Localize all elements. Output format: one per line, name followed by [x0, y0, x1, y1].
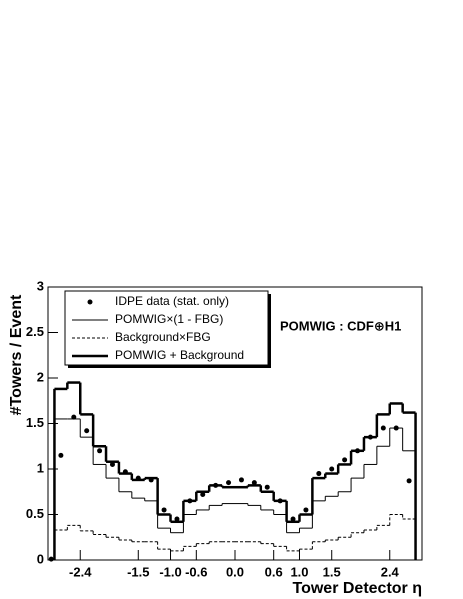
legend-marker: [87, 299, 93, 305]
data-point: [329, 466, 335, 472]
y-tick-label: 1: [37, 460, 44, 475]
data-point: [58, 452, 64, 458]
data-point: [342, 457, 348, 463]
x-tick-label: 1.5: [323, 564, 341, 579]
data-point: [264, 484, 270, 490]
x-tick-label: 0.0: [226, 564, 244, 579]
data-point: [84, 428, 90, 434]
data-point: [148, 477, 154, 483]
y-tick-label: 3: [37, 278, 44, 293]
x-tick-label: 0.6: [265, 564, 283, 579]
y-tick-label: 2.5: [26, 324, 44, 339]
data-point: [48, 556, 54, 562]
x-tick-label: -0.6: [185, 564, 207, 579]
data-point: [380, 425, 386, 431]
x-tick-label: 1.0: [290, 564, 308, 579]
x-axis-label: Tower Detector η: [293, 580, 423, 597]
data-point: [226, 480, 232, 486]
x-tick-label: -1.5: [127, 564, 149, 579]
x-tick-label: -2.4: [69, 564, 92, 579]
y-tick-label: 0: [37, 551, 44, 566]
x-tick-label: 2.4: [381, 564, 400, 579]
annotation: POMWIG : CDF⊕H1: [280, 318, 401, 333]
data-point: [135, 475, 141, 481]
data-point: [187, 498, 193, 504]
legend-label: Background×FBG: [115, 330, 211, 344]
y-tick-label: 2: [37, 369, 44, 384]
x-tick-label: -1.0: [159, 564, 181, 579]
data-point: [251, 480, 257, 486]
y-tick-label: 0.5: [26, 506, 44, 521]
data-point: [367, 434, 373, 440]
data-point: [213, 482, 219, 488]
data-point: [393, 425, 399, 431]
data-point: [290, 516, 296, 522]
data-point: [355, 448, 361, 454]
data-point: [316, 471, 322, 477]
y-tick-label: 1.5: [26, 415, 44, 430]
data-point: [109, 461, 115, 467]
data-point: [406, 478, 412, 484]
data-point: [200, 491, 206, 497]
data-point: [122, 469, 128, 475]
data-point: [277, 498, 283, 504]
data-point: [71, 414, 77, 420]
legend-label: IDPE data (stat. only): [115, 294, 229, 308]
legend-label: POMWIG×(1 - FBG): [115, 312, 223, 326]
data-point: [97, 448, 103, 454]
y-axis-label: #Towers / Event: [8, 294, 25, 415]
data-point: [238, 477, 244, 483]
data-point: [303, 507, 309, 513]
legend-box: [64, 290, 269, 366]
data-point: [161, 507, 167, 513]
data-point: [174, 516, 180, 522]
legend-label: POMWIG + Background: [115, 348, 244, 362]
